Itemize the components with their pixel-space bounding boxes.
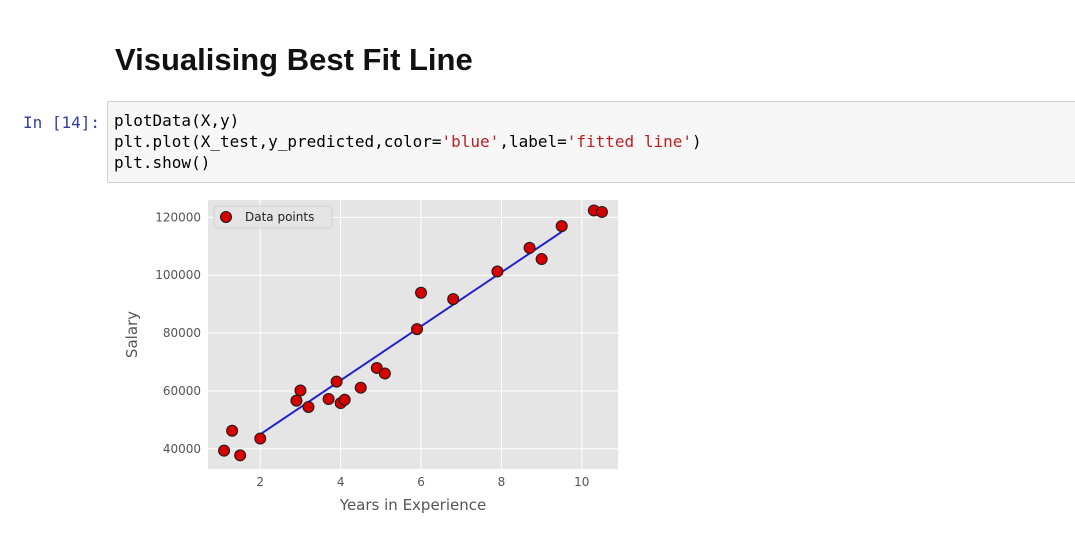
data-point — [555, 220, 568, 233]
cell-prompt: In [14]: — [23, 113, 101, 132]
data-point — [338, 393, 351, 406]
y-tick-label: 80000 — [163, 326, 201, 340]
code-cell[interactable]: plotData(X,y) plt.plot(X_test,y_predicted… — [107, 101, 1075, 183]
code-editor[interactable]: plotData(X,y) plt.plot(X_test,y_predicted… — [114, 110, 702, 173]
fitted-line-series — [259, 230, 563, 436]
data-point — [491, 265, 504, 278]
code-line: plt.plot(X_test,y_predicted,color='blue'… — [114, 131, 702, 152]
data-point — [290, 394, 303, 407]
legend-label: Data points — [245, 210, 314, 224]
section-heading: Visualising Best Fit Line — [115, 42, 473, 77]
data-point — [226, 424, 239, 437]
data-point — [254, 432, 267, 445]
data-point — [378, 367, 391, 380]
y-tick-label: 40000 — [163, 442, 201, 456]
scatter-plot: 2 4 6 8 10 40000 60000 80000 100000 120000 Data … — [123, 200, 618, 514]
data-point — [218, 444, 231, 457]
x-tick-label: 10 — [574, 475, 589, 489]
grid-lines — [208, 200, 618, 469]
chart-legend: Data points — [213, 205, 333, 229]
code-line: plt.show() — [114, 152, 702, 173]
data-points-series — [218, 204, 608, 462]
data-point — [330, 375, 343, 388]
data-point — [322, 393, 335, 406]
y-axis-label: Salary — [123, 311, 141, 358]
x-axis-label: Years in Experience — [339, 496, 486, 514]
x-tick-label: 4 — [337, 475, 345, 489]
y-tick-label: 100000 — [155, 268, 201, 282]
code-token: plt.show() — [114, 153, 211, 172]
x-tick-label: 8 — [498, 475, 506, 489]
legend-marker — [220, 211, 232, 223]
code-string-token: 'blue' — [441, 132, 500, 151]
code-token: plotData(X,y) — [114, 111, 240, 130]
code-string-token: 'fitted line' — [566, 132, 692, 151]
data-point — [302, 400, 315, 413]
y-tick-label: 60000 — [163, 384, 201, 398]
data-point — [294, 384, 307, 397]
y-tick-label: 120000 — [155, 210, 201, 224]
fitted-line — [259, 230, 563, 436]
data-point — [535, 253, 548, 266]
data-point — [415, 286, 428, 299]
code-line: plotData(X,y) — [114, 110, 702, 131]
x-tick-label: 2 — [256, 475, 264, 489]
data-point — [447, 293, 460, 306]
cell-output: 2 4 6 8 10 40000 60000 80000 100000 120000 Data … — [110, 192, 670, 526]
data-point — [595, 205, 608, 218]
legend-box — [213, 205, 333, 229]
code-token: ,label= — [499, 132, 567, 151]
data-point — [411, 323, 424, 336]
x-axis-ticks: 2 4 6 8 10 — [256, 475, 589, 489]
x-tick-label: 6 — [417, 475, 425, 489]
data-point — [234, 449, 247, 462]
y-axis-ticks: 40000 60000 80000 100000 120000 — [155, 210, 201, 455]
code-token: ) — [691, 132, 702, 151]
data-point — [523, 241, 536, 254]
data-point — [354, 381, 367, 394]
code-token: plt.plot(X_test,y_predicted,color= — [114, 132, 442, 151]
